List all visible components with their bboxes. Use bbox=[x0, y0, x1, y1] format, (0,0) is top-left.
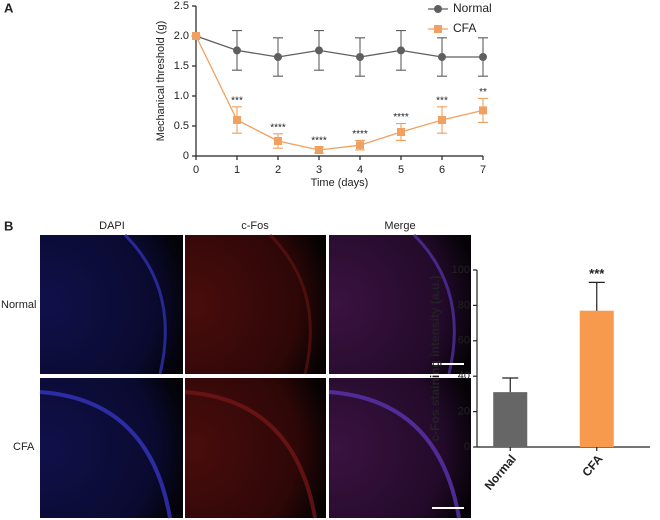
y-axis-title: Mechanical threshold (g) bbox=[155, 21, 167, 141]
bar bbox=[579, 310, 614, 447]
bar bbox=[493, 392, 528, 447]
y-tick-label: 1.0 bbox=[174, 90, 189, 102]
legend-marker bbox=[434, 25, 442, 33]
marker bbox=[356, 53, 364, 61]
x-tick-label: Normal bbox=[482, 452, 519, 493]
significance: **** bbox=[393, 112, 409, 123]
x-tick-label: 4 bbox=[357, 164, 363, 176]
image bbox=[40, 378, 183, 518]
tissue-edge bbox=[268, 233, 312, 375]
micrographs: DAPI c-Fos Merge Normal CFA bbox=[1, 220, 471, 519]
marker bbox=[233, 116, 241, 124]
marker bbox=[438, 116, 446, 124]
marker bbox=[397, 46, 405, 55]
marker bbox=[274, 137, 282, 145]
significance: **** bbox=[352, 129, 368, 140]
tissue-edge bbox=[328, 390, 461, 519]
legend-marker bbox=[434, 5, 442, 13]
y-tick-label: 100 bbox=[452, 264, 470, 276]
y-tick-label: 40 bbox=[458, 370, 470, 382]
x-tick-label: 3 bbox=[316, 164, 322, 176]
column-label: Merge bbox=[384, 220, 415, 232]
marker bbox=[274, 53, 282, 61]
y-tick-label: 0 bbox=[464, 441, 470, 453]
image bbox=[185, 235, 326, 374]
column-label: DAPI bbox=[99, 220, 125, 232]
legend-label: CFA bbox=[453, 21, 476, 35]
marker bbox=[479, 53, 487, 61]
marker bbox=[315, 146, 323, 154]
y-tick-label: 20 bbox=[458, 406, 470, 418]
y-tick-label: 60 bbox=[458, 335, 470, 347]
y-tick-label: 0 bbox=[183, 150, 189, 162]
image bbox=[40, 235, 183, 374]
error-bar bbox=[502, 377, 519, 393]
panel-label: A bbox=[4, 0, 14, 15]
y-tick-label: 0.5 bbox=[174, 120, 189, 132]
y-tick-label: 1.5 bbox=[174, 60, 189, 72]
x-axis-title: Time (days) bbox=[311, 177, 369, 189]
marker bbox=[479, 106, 487, 115]
significance: *** bbox=[436, 95, 448, 106]
y-tick-label: 2.0 bbox=[174, 30, 189, 42]
marker bbox=[438, 53, 446, 61]
row-label: Normal bbox=[1, 299, 36, 311]
marker bbox=[315, 46, 323, 55]
image bbox=[329, 378, 471, 518]
tissue-edge bbox=[184, 390, 317, 519]
image bbox=[185, 378, 326, 518]
x-tick-label: 6 bbox=[439, 164, 445, 176]
x-tick-label: 1 bbox=[234, 164, 240, 176]
x-tick-label: CFA bbox=[579, 452, 605, 480]
legend-label: Normal bbox=[453, 1, 492, 15]
y-tick-label: 2.5 bbox=[174, 0, 189, 12]
tissue-edge bbox=[39, 390, 172, 519]
marker bbox=[192, 32, 200, 40]
significance: *** bbox=[231, 95, 243, 106]
tissue-edge bbox=[412, 233, 456, 375]
y-axis-title: c-Fos staining intensity (a.u.) bbox=[428, 275, 442, 441]
x-tick-label: 2 bbox=[275, 164, 281, 176]
series-line bbox=[195, 35, 483, 58]
image bbox=[329, 235, 471, 374]
marker bbox=[356, 141, 364, 150]
error-bar bbox=[588, 281, 605, 311]
column-label: c-Fos bbox=[241, 220, 269, 232]
x-tick-label: 7 bbox=[480, 164, 486, 176]
y-tick-label: 80 bbox=[458, 299, 470, 311]
significance: *** bbox=[589, 266, 605, 281]
significance: **** bbox=[270, 122, 286, 133]
significance: **** bbox=[311, 136, 327, 147]
series-line bbox=[195, 35, 484, 151]
panel-label: B bbox=[4, 218, 13, 233]
tissue-edge bbox=[123, 233, 167, 375]
x-tick-label: 5 bbox=[398, 164, 404, 176]
row-label: CFA bbox=[13, 441, 35, 453]
marker bbox=[397, 128, 405, 136]
marker bbox=[233, 46, 241, 55]
x-tick-label: 0 bbox=[193, 164, 199, 176]
significance: ** bbox=[479, 87, 487, 98]
